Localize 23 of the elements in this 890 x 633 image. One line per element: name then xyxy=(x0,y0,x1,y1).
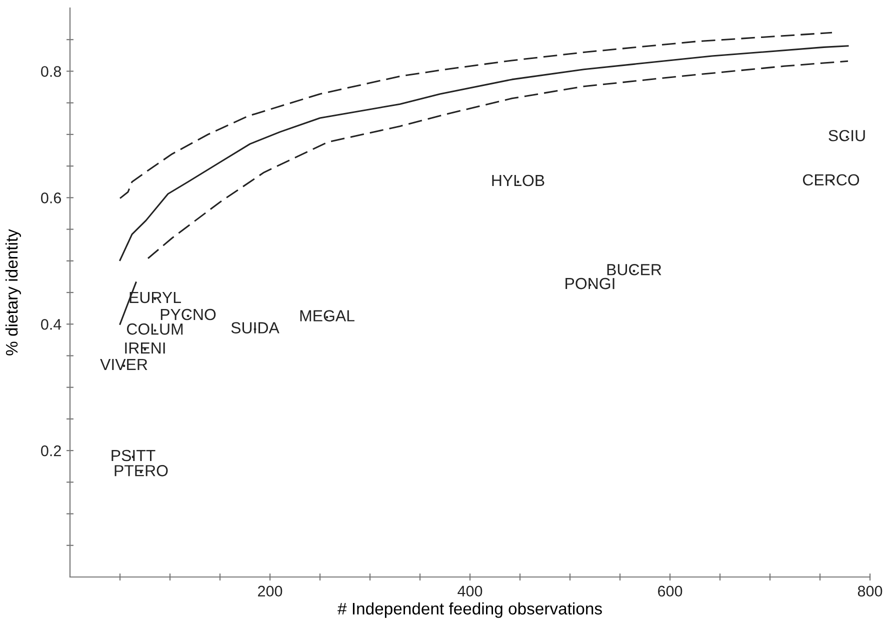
data-label: PSITT xyxy=(112,450,156,462)
data-label: VIVER xyxy=(100,358,148,370)
y-tick-label: 0.4 xyxy=(41,318,62,330)
data-label: PTERO xyxy=(114,465,168,476)
data-label: PYCNO xyxy=(160,308,216,320)
x-tick-label: 200 xyxy=(258,586,282,597)
x-tick-label: 400 xyxy=(458,586,482,597)
data-label: CERCO xyxy=(802,174,860,186)
data-label: SCIU xyxy=(828,130,865,142)
data-label: MEGAL xyxy=(300,310,354,322)
y-tick-label: 0.6 xyxy=(41,192,61,204)
data-label: BUCER xyxy=(607,264,662,276)
y-tick-label: 0.2 xyxy=(41,445,61,456)
x-axis-title: # Independent feeding observations xyxy=(338,602,602,618)
x-tick-label: 600 xyxy=(658,586,682,597)
data-label: IRENI xyxy=(125,342,165,354)
x-tick-label: 800 xyxy=(858,586,882,597)
data-label: SUIDA xyxy=(231,322,280,334)
data-label: PONGI xyxy=(566,278,614,290)
y-tick-label: 0.8 xyxy=(41,66,62,77)
y-axis-title: % dietary identity xyxy=(5,229,21,356)
data-label: HYLOB xyxy=(492,174,544,186)
data-label: COLUM xyxy=(126,323,183,335)
